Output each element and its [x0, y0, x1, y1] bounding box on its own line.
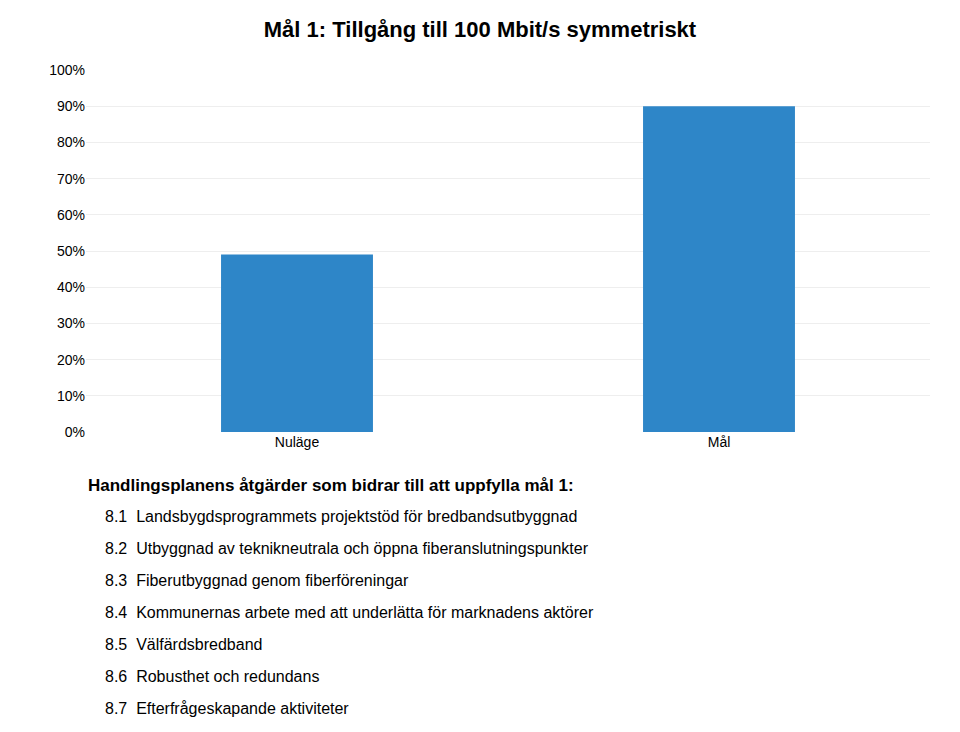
svg-text:80%: 80%: [57, 134, 85, 150]
svg-text:8.1 Landsbygdsprogrammets pro: 8.1 Landsbygdsprogrammets projektstöd fö…: [105, 508, 577, 525]
svg-text:8.6 Robusthet och redundans: 8.6 Robusthet och redundans: [105, 668, 319, 685]
svg-text:70%: 70%: [57, 171, 85, 187]
svg-text:Nuläge: Nuläge: [275, 434, 320, 450]
svg-text:20%: 20%: [57, 352, 85, 368]
svg-text:90%: 90%: [57, 98, 85, 114]
svg-text:0%: 0%: [65, 424, 85, 440]
svg-text:Handlingsplanens åtgärder som: Handlingsplanens åtgärder som bidrar til…: [88, 476, 574, 495]
svg-text:8.7 Efterfrågeskapande aktivi: 8.7 Efterfrågeskapande aktiviteter: [105, 700, 349, 717]
svg-text:Mål: Mål: [708, 434, 731, 450]
svg-text:100%: 100%: [49, 62, 85, 78]
svg-text:8.4 Kommunernas arbete med at: 8.4 Kommunernas arbete med att underlätt…: [105, 604, 594, 621]
svg-text:40%: 40%: [57, 279, 85, 295]
svg-text:8.3 Fiberutbyggnad genom fibe: 8.3 Fiberutbyggnad genom fiberföreningar: [105, 572, 409, 589]
svg-text:30%: 30%: [57, 315, 85, 331]
svg-text:Mål 1: Tillgång till 100 Mbit/: Mål 1: Tillgång till 100 Mbit/s symmetri…: [264, 17, 697, 42]
svg-text:10%: 10%: [57, 388, 85, 404]
svg-text:8.2 Utbyggnad av teknikneutra: 8.2 Utbyggnad av teknikneutrala och öppn…: [105, 540, 589, 557]
svg-text:8.5 Välfärdsbredband: 8.5 Välfärdsbredband: [105, 636, 262, 653]
svg-text:60%: 60%: [57, 207, 85, 223]
svg-text:50%: 50%: [57, 243, 85, 259]
